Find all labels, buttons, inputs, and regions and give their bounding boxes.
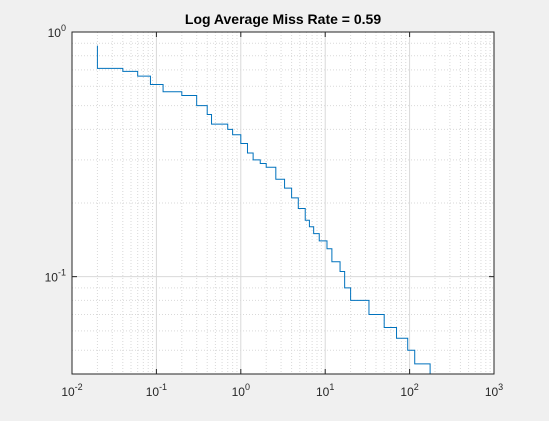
x-tick-label: 103	[485, 382, 503, 399]
y-tick-label: 10-1	[45, 268, 66, 285]
y-tick-labels: 10-1 100	[45, 23, 66, 285]
miss-rate-curve	[96, 45, 441, 375]
axes-box	[71, 31, 495, 375]
x-tick-label: 10-2	[61, 382, 82, 399]
x-tick-label: 102	[400, 382, 418, 399]
x-tick-labels: 10-2 10-1 100 101 102 103	[61, 382, 503, 399]
y-tick-label: 100	[48, 23, 66, 40]
x-tick-label: 101	[316, 382, 334, 399]
x-tick-label: 10-1	[146, 382, 167, 399]
tick-marks	[71, 31, 495, 374]
chart-title: Log Average Miss Rate = 0.59	[185, 11, 381, 27]
minor-grid	[72, 32, 494, 375]
series-layer	[96, 45, 441, 375]
x-tick-label: 100	[232, 382, 250, 399]
